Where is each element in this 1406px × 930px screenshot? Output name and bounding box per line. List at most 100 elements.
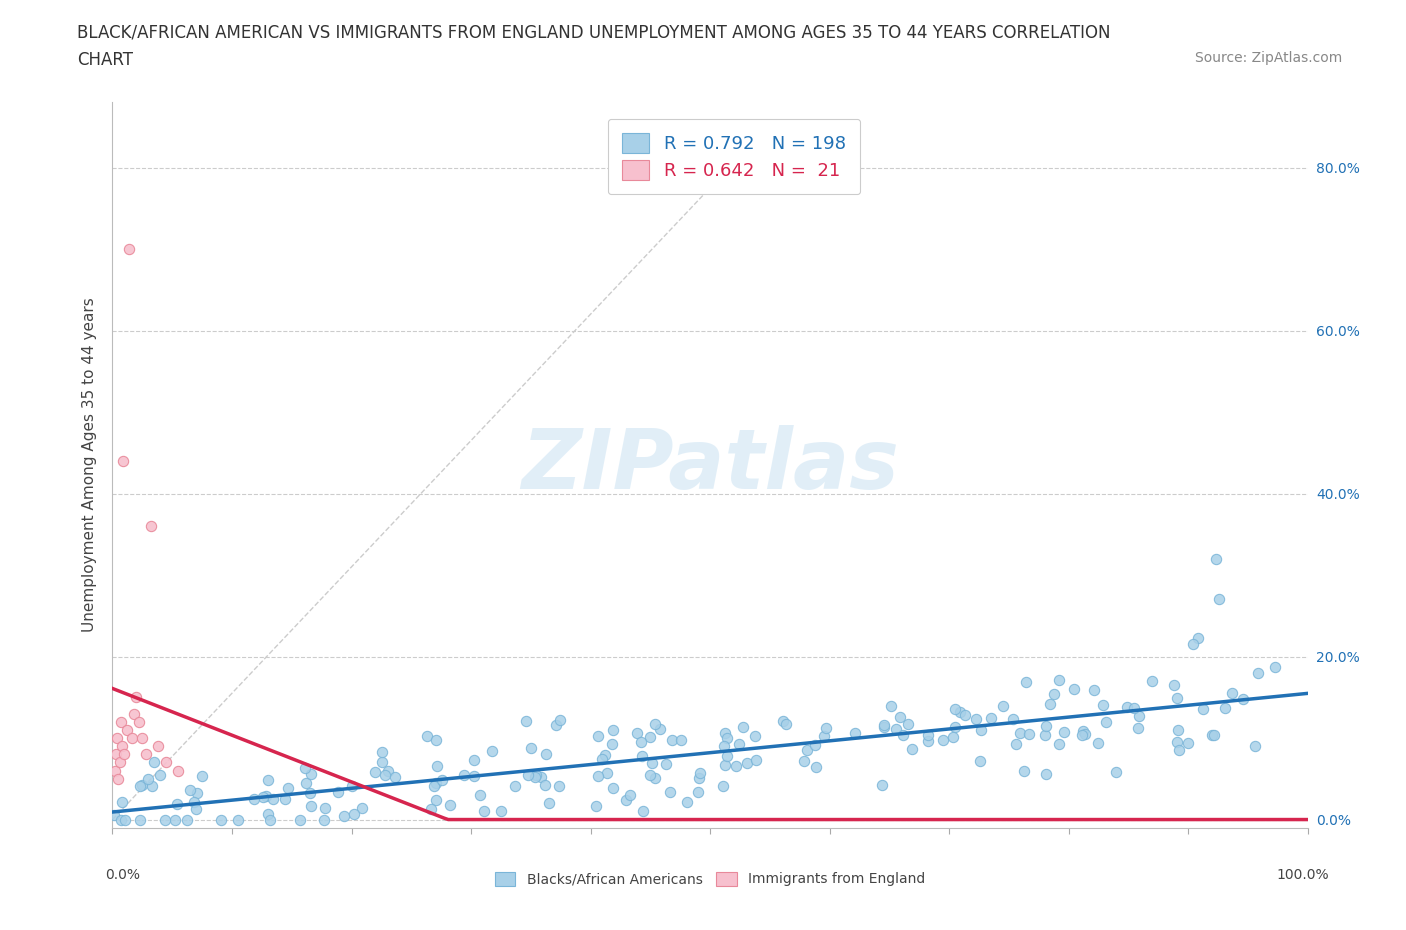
Point — [422, 778, 444, 793]
Point — [534, 777, 557, 792]
Point — [1243, 738, 1265, 753]
Point — [993, 699, 1015, 714]
Point — [1053, 724, 1076, 739]
Y-axis label: Unemployment Among Ages 35 to 44 years: Unemployment Among Ages 35 to 44 years — [82, 298, 97, 632]
Point — [735, 756, 758, 771]
Point — [626, 725, 648, 740]
Point — [1105, 764, 1128, 779]
Point — [153, 812, 176, 827]
Point — [631, 749, 654, 764]
Point — [103, 808, 125, 823]
Point — [226, 812, 249, 827]
Point — [630, 735, 652, 750]
Point — [342, 778, 364, 793]
Point — [1039, 697, 1062, 711]
Point — [125, 690, 148, 705]
Point — [1047, 672, 1070, 687]
Point — [143, 755, 166, 770]
Point — [804, 737, 827, 752]
Point — [425, 733, 447, 748]
Point — [941, 729, 963, 744]
Point — [256, 807, 278, 822]
Point — [1095, 714, 1118, 729]
Point — [105, 747, 128, 762]
Point — [374, 767, 396, 782]
Point — [262, 791, 284, 806]
Point — [650, 722, 672, 737]
Point — [614, 793, 637, 808]
Point — [844, 725, 866, 740]
Point — [167, 764, 190, 778]
Point — [524, 770, 547, 785]
Text: 0.0%: 0.0% — [105, 868, 141, 882]
Point — [714, 725, 737, 740]
Point — [901, 741, 924, 756]
Point — [793, 754, 815, 769]
Point — [644, 770, 666, 785]
Point — [1182, 636, 1205, 651]
Point — [1005, 737, 1028, 751]
Point — [163, 812, 186, 827]
Point — [1035, 719, 1057, 734]
Point — [897, 716, 920, 731]
Text: CHART: CHART — [77, 51, 134, 69]
Point — [1128, 708, 1150, 723]
Point — [686, 785, 709, 800]
Point — [176, 812, 198, 827]
Text: BLACK/AFRICAN AMERICAN VS IMMIGRANTS FROM ENGLAND UNEMPLOYMENT AMONG AGES 35 TO : BLACK/AFRICAN AMERICAN VS IMMIGRANTS FRO… — [77, 23, 1111, 41]
Point — [254, 789, 277, 804]
Point — [873, 720, 896, 735]
Point — [949, 705, 972, 720]
Point — [432, 772, 454, 787]
Point — [1091, 698, 1114, 712]
Point — [274, 792, 297, 807]
Point — [352, 800, 374, 815]
Point — [1167, 722, 1189, 737]
Point — [1163, 678, 1185, 693]
Point — [515, 714, 537, 729]
Point — [288, 812, 311, 827]
Point — [110, 812, 132, 827]
Point — [602, 780, 624, 795]
Point — [661, 733, 683, 748]
Point — [716, 749, 738, 764]
Point — [884, 722, 907, 737]
Point — [141, 778, 163, 793]
Point — [146, 738, 169, 753]
Point — [364, 764, 387, 779]
Point — [139, 519, 162, 534]
Point — [1166, 735, 1188, 750]
Point — [1033, 728, 1056, 743]
Point — [1063, 682, 1085, 697]
Point — [105, 731, 128, 746]
Point — [733, 720, 755, 735]
Point — [135, 747, 157, 762]
Point — [796, 742, 818, 757]
Point — [891, 728, 914, 743]
Point — [128, 714, 150, 729]
Point — [252, 790, 274, 804]
Point — [602, 722, 624, 737]
Point — [591, 751, 613, 766]
Point — [536, 747, 558, 762]
Point — [416, 728, 439, 743]
Point — [115, 723, 138, 737]
Point — [128, 778, 150, 793]
Point — [114, 747, 135, 762]
Point — [588, 768, 610, 783]
Point — [136, 772, 159, 787]
Point — [654, 757, 676, 772]
Point — [1140, 673, 1163, 688]
Point — [1074, 726, 1097, 741]
Point — [155, 755, 177, 770]
Point — [312, 812, 335, 827]
Point — [1204, 728, 1226, 743]
Point — [1247, 665, 1270, 680]
Point — [1208, 592, 1230, 607]
Point — [114, 812, 136, 827]
Point — [118, 242, 141, 257]
Point — [1213, 701, 1236, 716]
Point — [377, 764, 399, 778]
Point — [111, 738, 134, 753]
Point — [955, 707, 977, 722]
